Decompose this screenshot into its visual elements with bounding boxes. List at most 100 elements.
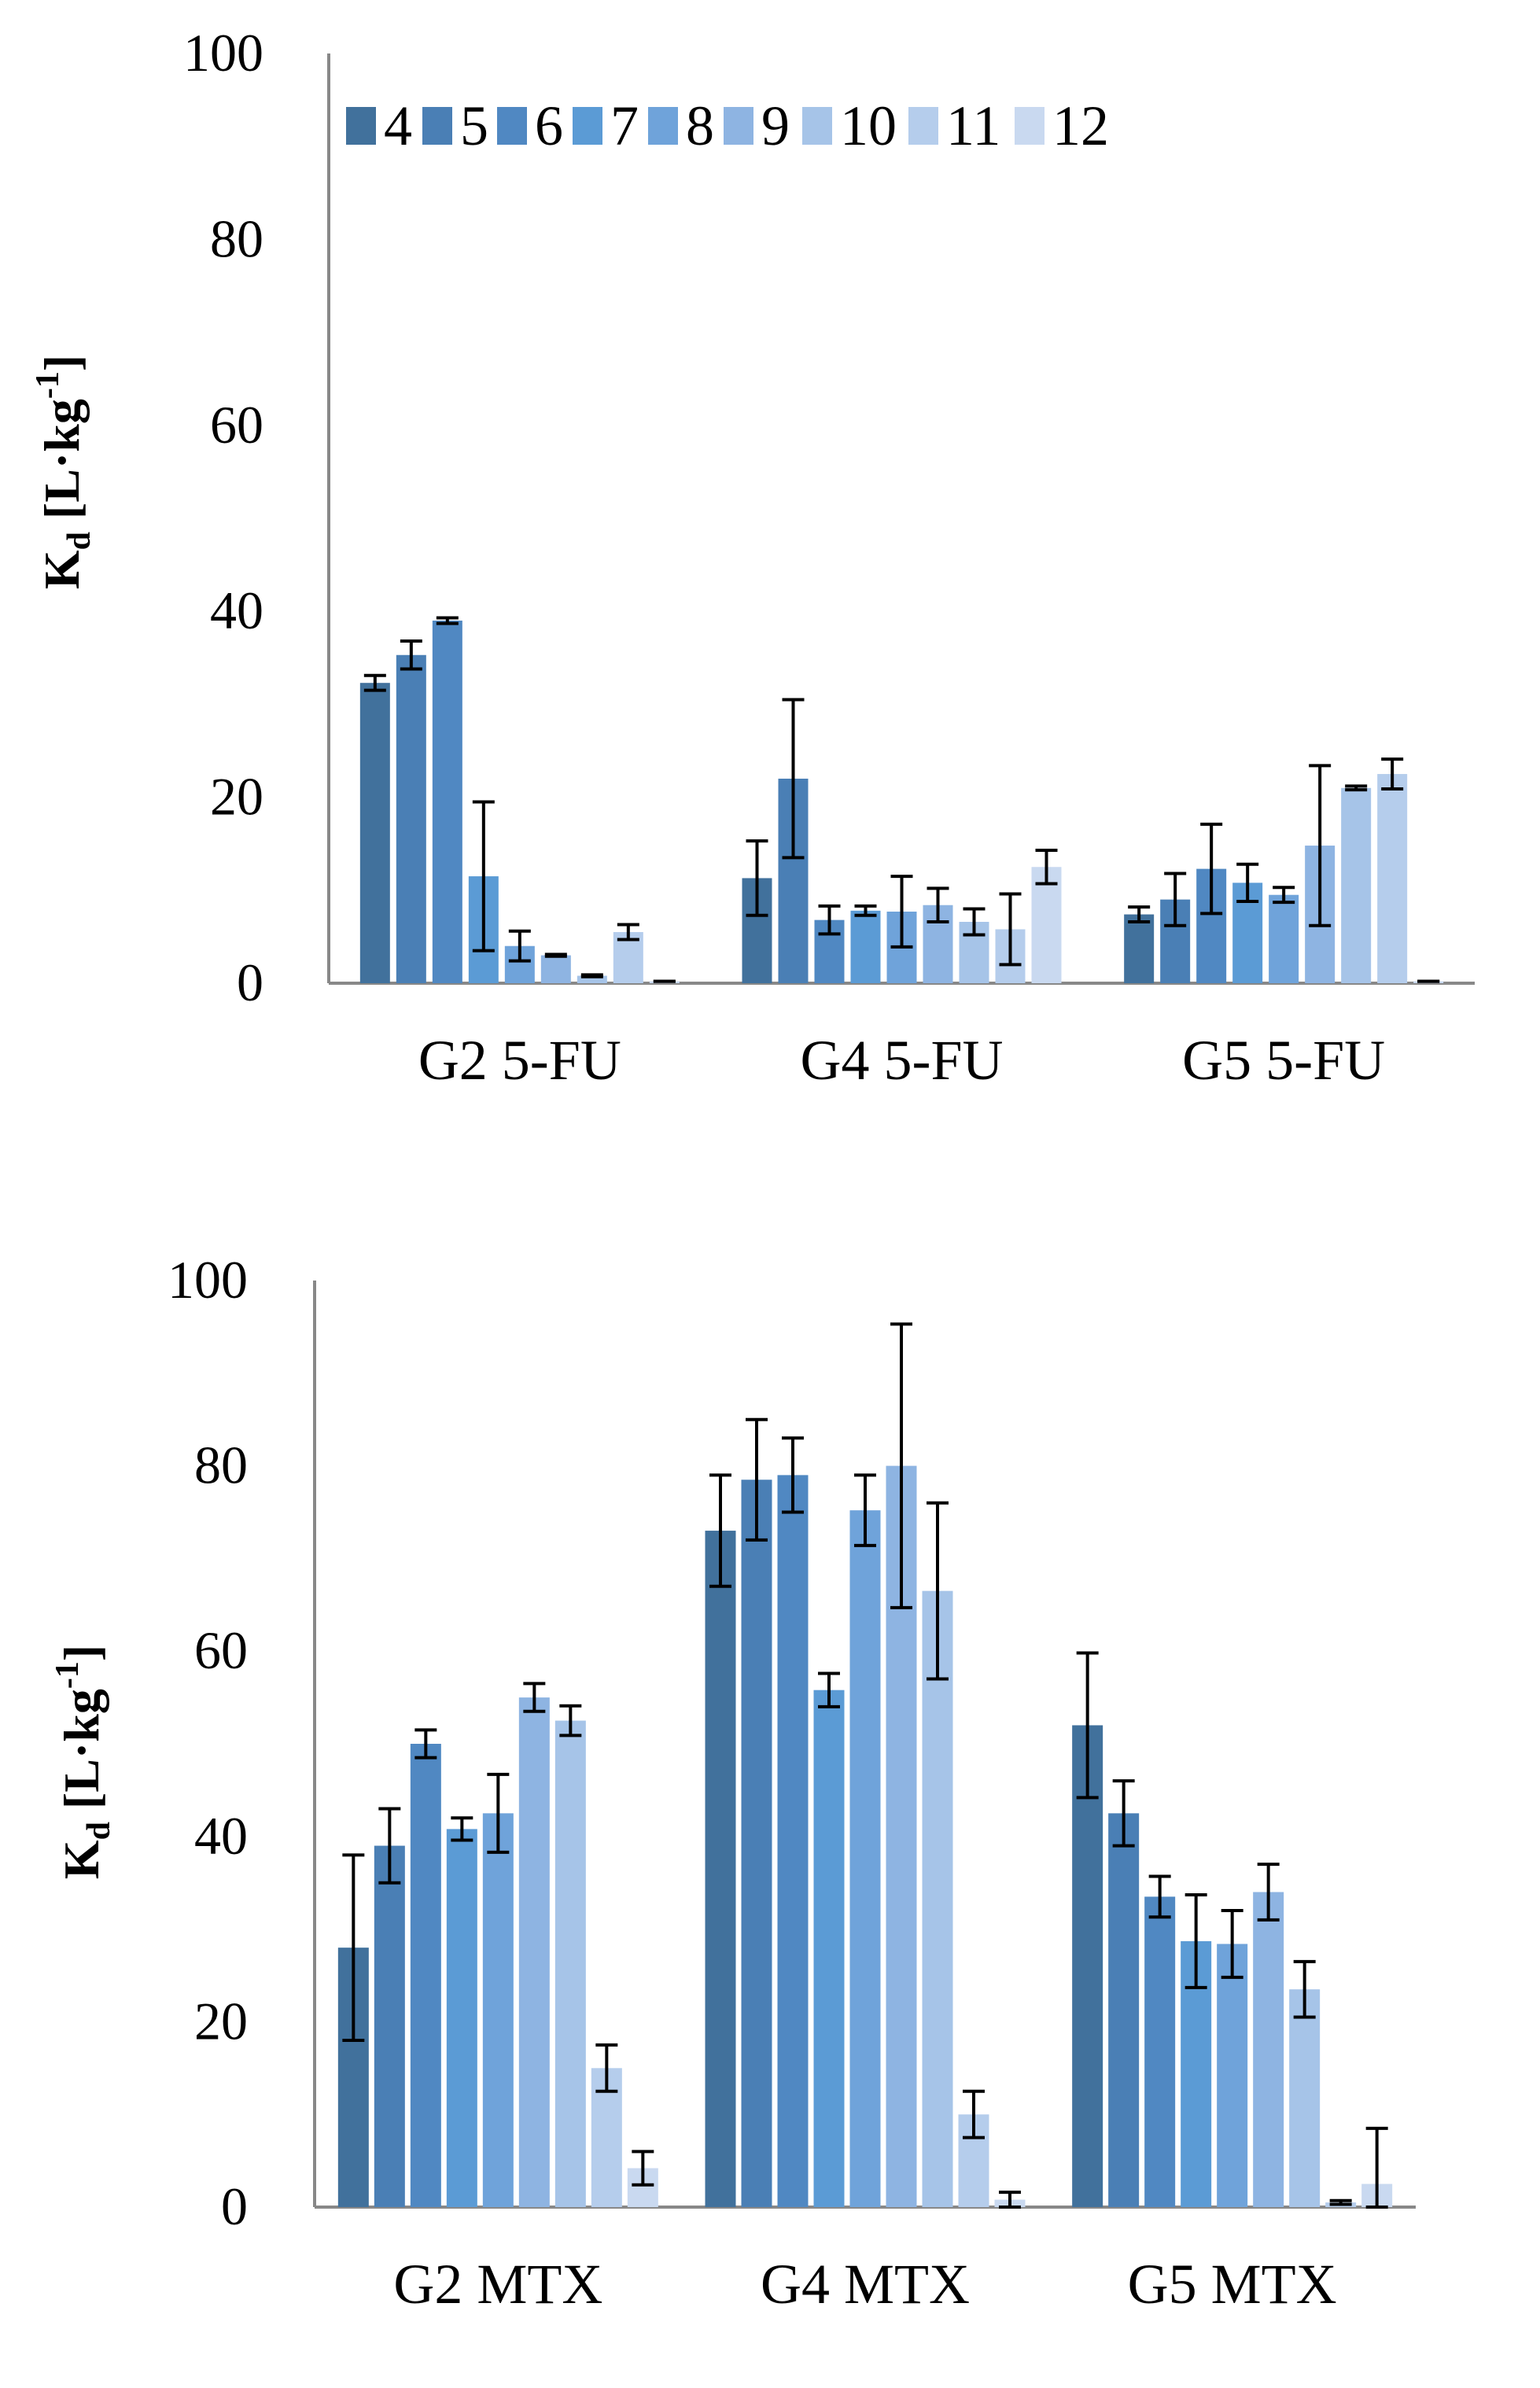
bar — [396, 654, 426, 983]
bar — [1269, 894, 1299, 983]
legend-item: 4 — [346, 94, 412, 157]
error-bar — [1128, 905, 1151, 923]
bar — [359, 683, 390, 983]
error-bar — [472, 800, 495, 953]
category-label: G4 5-FU — [800, 1029, 1003, 1092]
error-bar — [746, 839, 768, 917]
bar — [850, 910, 881, 983]
legend-swatch — [1015, 107, 1044, 145]
category-label: G5 MTX — [1128, 2253, 1337, 2316]
error-bar — [1381, 757, 1404, 790]
bar — [1072, 1725, 1103, 2207]
error-bar — [999, 892, 1022, 967]
legend-item: 12 — [1015, 94, 1109, 157]
bar — [374, 1845, 405, 2207]
legend-item: 10 — [802, 94, 897, 157]
legend-label: 11 — [946, 94, 1000, 157]
error-bar — [709, 1473, 731, 1588]
legend: 4 5 6 7 8 9 10 11 12 — [346, 94, 1109, 157]
bar — [446, 1829, 477, 2207]
legend-label: 10 — [840, 94, 897, 157]
bar — [482, 1813, 514, 2207]
category-label: G2 MTX — [393, 2253, 602, 2316]
error-bar — [580, 973, 603, 978]
legend-label: 4 — [384, 94, 412, 157]
error-bar — [854, 1473, 876, 1547]
bar — [1341, 787, 1372, 983]
y-axis-label: Kd [L·kg-1] — [30, 355, 98, 589]
y-axis-label: Kd [L·kg-1] — [50, 1645, 117, 1879]
bar — [849, 1510, 881, 2207]
error-bar — [559, 1704, 582, 1738]
legend-swatch — [648, 107, 678, 145]
y-tick-label: 20 — [194, 1991, 248, 2051]
bar — [1377, 774, 1408, 983]
bar — [1031, 867, 1062, 983]
y-tick-label: 40 — [194, 1806, 248, 1866]
y-tick-label: 60 — [194, 1620, 248, 1680]
bar — [1217, 1944, 1248, 2207]
error-bar — [1365, 2126, 1388, 2209]
bar — [1289, 1989, 1321, 2207]
y-tick-label: 0 — [221, 2176, 248, 2236]
bar — [410, 1744, 441, 2207]
error-bar — [1273, 886, 1295, 905]
bar — [777, 1475, 809, 2207]
error-bar — [1293, 1959, 1316, 2019]
error-bar — [1148, 1874, 1171, 1919]
chart-mtx: 0 20 40 60 80 100 G2 MTX G4 MTX G5 MTX Kd [L·kg-1… — [50, 1250, 1416, 2316]
legend-swatch — [724, 107, 753, 145]
error-bar — [523, 1682, 546, 1713]
y-tick-label: 60 — [210, 395, 263, 455]
category-label: G4 MTX — [761, 2253, 970, 2316]
error-bar — [1076, 1651, 1099, 1800]
bar — [1108, 1813, 1140, 2207]
y-tick-label: 0 — [237, 953, 263, 1012]
legend-item: 11 — [908, 94, 1000, 157]
legend-item: 8 — [648, 94, 714, 157]
y-tick-label: 80 — [194, 1435, 248, 1495]
bar — [741, 1480, 772, 2207]
error-bar — [544, 953, 567, 958]
legend-label: 9 — [761, 94, 790, 157]
legend-label: 8 — [686, 94, 714, 157]
legend-item: 6 — [497, 94, 563, 157]
error-bar — [378, 1807, 401, 1885]
error-bar — [890, 875, 913, 949]
y-tick-label: 40 — [210, 580, 263, 640]
error-bar — [1345, 784, 1368, 792]
error-bar — [963, 907, 986, 937]
error-bar — [782, 1436, 804, 1514]
bar — [554, 1720, 586, 2207]
error-bar — [1221, 1909, 1243, 1979]
bar — [813, 1690, 845, 2207]
error-bar — [363, 673, 386, 692]
legend-label: 6 — [535, 94, 563, 157]
legend-item: 9 — [724, 94, 790, 157]
legend-label: 7 — [610, 94, 639, 157]
legend-swatch — [908, 107, 938, 145]
legend-swatch — [422, 107, 452, 145]
category-label: G2 5-FU — [418, 1029, 621, 1092]
bar — [577, 975, 607, 983]
error-bar — [999, 2191, 1021, 2209]
bar — [1253, 1892, 1284, 2207]
error-bar — [400, 639, 422, 671]
error-bar — [632, 2150, 654, 2187]
error-bar — [1184, 1893, 1207, 1989]
bar — [518, 1697, 550, 2207]
error-bar — [1035, 848, 1058, 886]
error-bar — [342, 1853, 365, 2042]
error-bar — [1329, 2198, 1352, 2206]
legend-swatch — [346, 107, 376, 145]
error-bar — [487, 1772, 510, 1854]
y-tick-label: 100 — [168, 1250, 248, 1310]
legend-swatch — [802, 107, 832, 145]
error-bar — [595, 2043, 618, 2093]
error-bar — [963, 2089, 985, 2139]
error-bar — [818, 904, 841, 936]
bar — [705, 1531, 736, 2207]
chart-5fu: 0 20 40 60 80 100 G2 5-FU G4 5-FU G5 5-FU Kd [L·k… — [30, 23, 1475, 1092]
legend-item: 7 — [573, 94, 639, 157]
